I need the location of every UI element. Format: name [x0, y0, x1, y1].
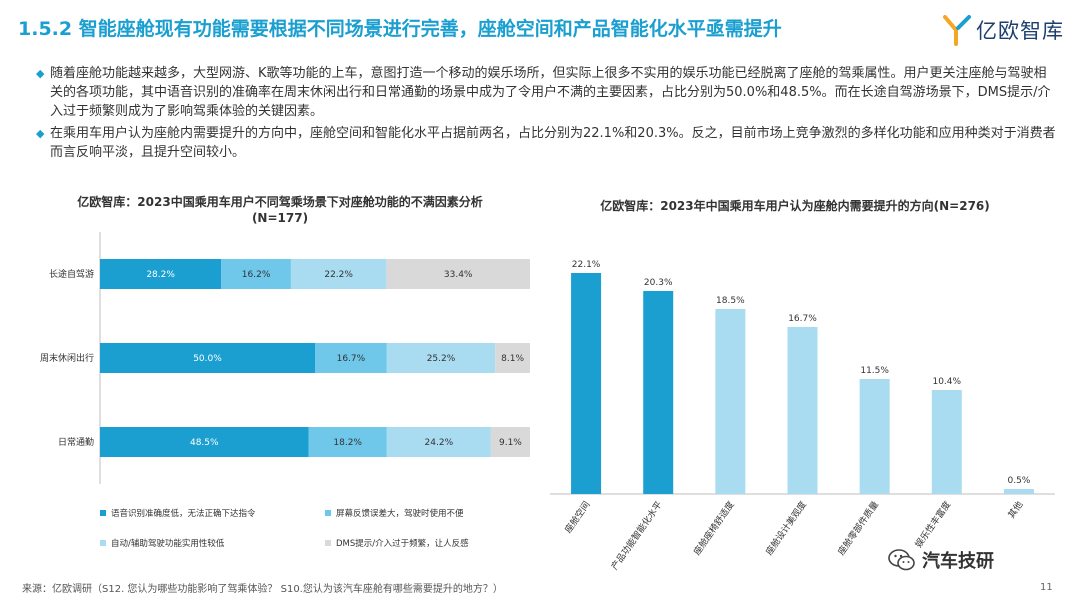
chart1-subtitle: (N=177) [251, 211, 309, 225]
brand-logo: 亿欧智库 [942, 12, 1064, 48]
bar [643, 291, 674, 494]
watermark-text: 汽车技研 [922, 551, 994, 572]
bullet-text: 在乘用车用户认为座舱内需要提升的方向中，座舱空间和智能化水平占据前两名，占比分别… [50, 126, 1056, 160]
data-label: 16.2% [242, 270, 271, 280]
data-label: 11.5% [860, 366, 889, 376]
bar [715, 309, 746, 494]
data-label: 25.2% [427, 354, 456, 364]
diamond-bullet-icon: ◆ [36, 67, 45, 80]
x-tick-label: 其他 [1005, 499, 1025, 521]
y-tick-label: 长途自驾游 [49, 268, 94, 280]
data-label: 33.4% [444, 270, 473, 280]
bar-segment [490, 427, 530, 457]
data-label: 24.2% [425, 438, 454, 448]
chart1-title-text: 亿欧智库：2023中国乘用车用户不同驾乘场景下对座舱功能的不满因素分析 [77, 195, 483, 209]
legend-label: 语音识别准确度低，无法正确下达指令 [111, 508, 256, 519]
data-label: 16.7% [337, 354, 366, 364]
page-number: 11 [1040, 582, 1053, 593]
data-label: 28.2% [146, 270, 175, 280]
bar [931, 390, 962, 494]
bullet-text: 随着座舱功能越来越多，大型网游、K歌等功能的上车，意图打造一个移动的娱乐场所，但… [50, 66, 1051, 119]
data-label: 50.0% [193, 354, 222, 364]
chart2-title-text: 亿欧智库：2023年中国乘用车用户认为座舱内需要提升的方向(N=276) [600, 199, 990, 213]
y-tick-label: 周末休闲出行 [40, 352, 94, 364]
x-tick-label: 娱乐性丰富度 [912, 499, 953, 550]
legend-label: DMS提示/介入过于频繁，让人反感 [336, 538, 469, 549]
logo-icon [943, 15, 971, 46]
legend-swatch [325, 510, 331, 516]
wechat-watermark: 汽车技研 [888, 547, 994, 573]
legend-swatch [325, 540, 331, 546]
bar [787, 327, 818, 494]
legend-label: 屏幕反馈误差大，驾驶时使用不便 [336, 508, 464, 519]
bar-segment [495, 343, 530, 373]
data-label: 48.5% [190, 438, 219, 448]
bar-segment [100, 427, 309, 457]
page-title: 1.5.2 智能座舱现有功能需要根据不同场景进行完善，座舱空间和产品智能化水平亟… [18, 18, 782, 40]
x-tick-label: 座舱座椅舒适度 [691, 499, 737, 558]
data-label: 22.1% [572, 260, 601, 270]
bar-segment [100, 343, 315, 373]
x-tick-label: 座舱设计美观度 [763, 499, 809, 558]
source-note: 来源：亿欧调研（S12. 您认为哪些功能影响了驾乘体验？ S10.您认为该汽车座… [22, 584, 503, 595]
bar-segment [100, 259, 222, 289]
data-label: 18.5% [716, 296, 745, 306]
x-tick-label: 座舱零部件质量 [835, 499, 881, 558]
data-label: 16.7% [788, 314, 817, 324]
data-label: 8.1% [501, 354, 524, 364]
bar-segment [386, 343, 496, 373]
legend-swatch [100, 510, 106, 516]
bullet-list: ◆ 随着座舱功能越来越多，大型网游、K歌等功能的上车，意图打造一个移动的娱乐场所… [36, 64, 1056, 165]
x-tick-label: 产品功能智能化水平 [608, 499, 664, 572]
logo-text: 亿欧智库 [976, 19, 1064, 43]
data-label: 10.4% [932, 377, 961, 387]
bar [571, 273, 602, 494]
data-label: 0.5% [1007, 476, 1030, 486]
wechat-icon [888, 549, 915, 571]
chart1-title: 亿欧智库：2023中国乘用车用户不同驾乘场景下对座舱功能的不满因素分析 (N=1… [40, 194, 520, 226]
x-tick-label: 座舱空间 [562, 499, 592, 535]
bar [859, 379, 890, 494]
data-label: 22.2% [324, 270, 353, 280]
bullet-item: ◆ 在乘用车用户认为座舱内需要提升的方向中，座舱空间和智能化水平占据前两名，占比… [36, 124, 1056, 162]
legend-label: 自动/辅助驾驶功能实用性较低 [111, 538, 225, 549]
y-tick-label: 日常通勤 [58, 436, 94, 448]
bar-segment [386, 259, 530, 289]
bar-segment [221, 259, 291, 289]
chart2-title: 亿欧智库：2023年中国乘用车用户认为座舱内需要提升的方向(N=276) [545, 198, 1045, 214]
bar-segment [315, 343, 387, 373]
data-label: 18.2% [333, 438, 362, 448]
bar-segment [308, 427, 387, 457]
bar-segment [386, 427, 491, 457]
data-label: 20.3% [644, 278, 673, 288]
legend-swatch [100, 540, 106, 546]
bullet-item: ◆ 随着座舱功能越来越多，大型网游、K歌等功能的上车，意图打造一个移动的娱乐场所… [36, 64, 1056, 121]
stacked-bar-chart: 长途自驾游 28.2% 16.2% 22.2% 33.4% 周末休闲出行 50.0% 16.7… [40, 232, 530, 549]
bar [1003, 489, 1034, 494]
bar-segment [290, 259, 387, 289]
diamond-bullet-icon: ◆ [36, 127, 45, 140]
data-label: 9.1% [499, 438, 522, 448]
